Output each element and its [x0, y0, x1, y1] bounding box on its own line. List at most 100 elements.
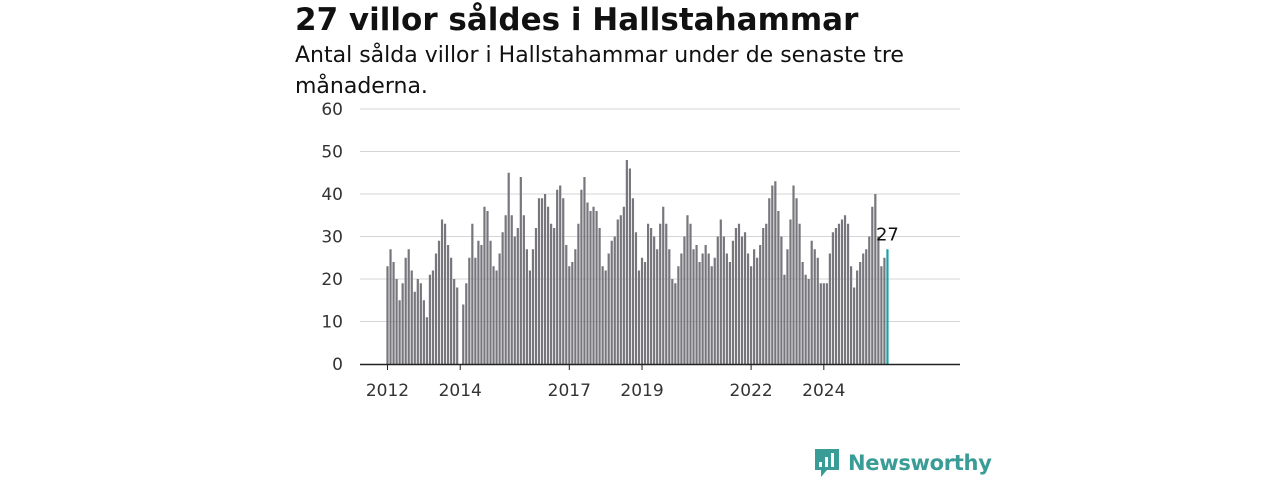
y-tick-label: 20 [321, 270, 343, 290]
x-tick-label: 2024 [802, 381, 845, 401]
bar [701, 253, 704, 364]
bar [534, 228, 538, 364]
bar [528, 270, 532, 364]
bar [780, 236, 783, 364]
bar [637, 270, 641, 364]
bar [804, 274, 807, 364]
bar [880, 266, 883, 364]
bar [634, 232, 638, 364]
bar [437, 240, 441, 364]
bar [719, 219, 722, 364]
y-tick-label: 0 [332, 355, 343, 375]
bar [480, 245, 483, 364]
bar [565, 245, 568, 364]
y-tick-label: 60 [321, 100, 343, 120]
bar [759, 245, 762, 364]
bar [592, 206, 595, 364]
bar [395, 279, 398, 364]
bar [756, 257, 759, 364]
bar [428, 274, 432, 364]
bar [589, 211, 592, 364]
bar-latest [886, 249, 889, 364]
bar [677, 266, 680, 364]
bar [686, 215, 689, 364]
bar [486, 211, 489, 364]
bar [425, 317, 428, 364]
newsworthy-logo-icon [815, 449, 839, 477]
bar [819, 283, 822, 364]
bar [871, 206, 874, 364]
bar [619, 215, 622, 364]
bar [783, 274, 786, 364]
bar [610, 240, 613, 364]
bar [622, 206, 625, 364]
bar [413, 291, 416, 364]
bar [698, 262, 701, 364]
chart-title: 27 villor såldes i Hallstahammar [295, 2, 859, 38]
bar [801, 262, 804, 364]
bar [471, 223, 474, 364]
bar [489, 240, 492, 364]
bar [774, 181, 777, 364]
bar [743, 232, 747, 364]
bar [416, 279, 419, 364]
bar [710, 266, 713, 364]
bar [746, 253, 750, 364]
x-tick-label: 2022 [729, 381, 772, 401]
bar [386, 266, 389, 364]
bar [665, 223, 668, 364]
bar [559, 185, 562, 364]
bar [501, 232, 504, 364]
bar [507, 172, 510, 364]
bars [386, 160, 889, 364]
bar [731, 240, 735, 364]
bar [468, 257, 471, 364]
bar [840, 219, 844, 364]
y-axis-ticks: 0 10 20 30 40 50 60 [321, 100, 343, 375]
bar [492, 266, 495, 364]
bar [740, 236, 744, 364]
bar [625, 160, 628, 364]
bar [762, 228, 765, 364]
y-tick-label: 30 [321, 228, 343, 248]
bar [683, 236, 686, 364]
bar [580, 189, 583, 364]
bar [562, 198, 565, 364]
bar [659, 223, 662, 364]
bar [813, 249, 816, 364]
bar [643, 262, 647, 364]
bar [650, 228, 653, 364]
bar [574, 249, 577, 364]
bar [404, 257, 407, 364]
bar [519, 177, 522, 364]
bar [604, 270, 607, 364]
bar [862, 253, 865, 364]
bar [595, 211, 598, 364]
bar [616, 219, 619, 364]
bar [462, 304, 465, 364]
x-axis-ticks: 2012 2014 2017 2019 2022 2024 [366, 364, 845, 401]
bar [853, 287, 856, 364]
bar [883, 257, 886, 364]
bar [525, 249, 528, 364]
bar [447, 245, 450, 364]
bar [798, 223, 801, 364]
bar [504, 215, 507, 364]
bar [716, 236, 719, 364]
y-tick-label: 10 [321, 313, 343, 333]
bar [674, 283, 677, 364]
bar [522, 215, 525, 364]
bar [789, 219, 792, 364]
bar [792, 185, 795, 364]
bar [410, 270, 413, 364]
bar [577, 223, 580, 364]
bar [837, 223, 841, 364]
bar [865, 249, 868, 364]
bar [389, 249, 392, 364]
bar [728, 262, 731, 364]
bar [556, 189, 559, 364]
bar [668, 249, 671, 364]
bar [513, 236, 516, 364]
bar [653, 236, 656, 364]
bar [846, 223, 850, 364]
